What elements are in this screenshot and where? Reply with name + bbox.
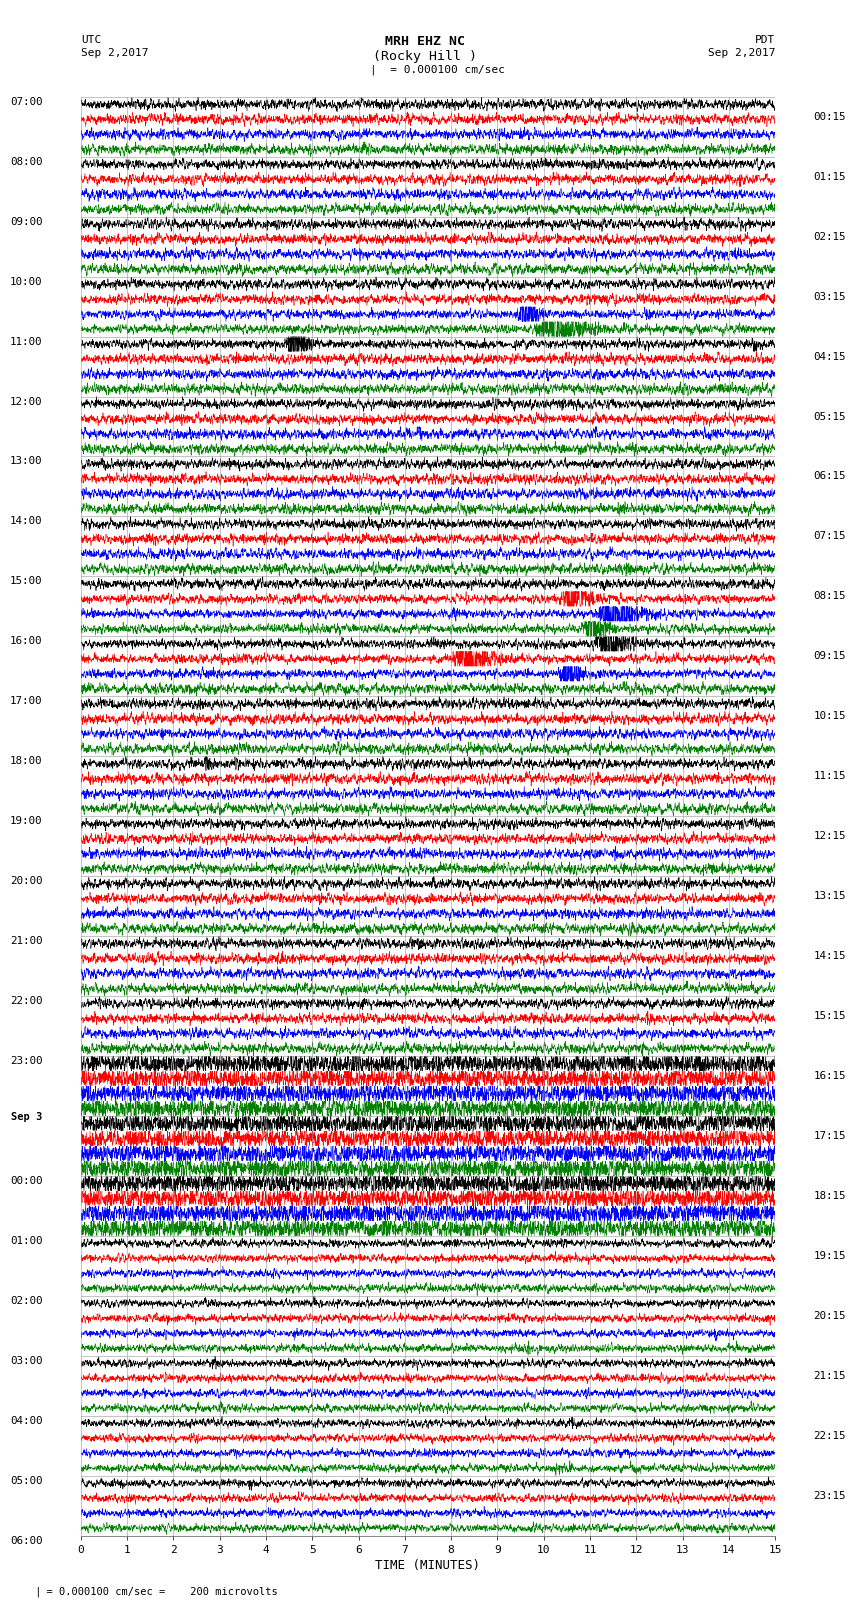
X-axis label: TIME (MINUTES): TIME (MINUTES) xyxy=(376,1558,480,1571)
Text: 11:00: 11:00 xyxy=(10,337,43,347)
Text: 03:00: 03:00 xyxy=(10,1355,43,1366)
Text: 21:00: 21:00 xyxy=(10,936,43,947)
Text: 08:00: 08:00 xyxy=(10,156,43,166)
Text: 06:00: 06:00 xyxy=(10,1536,43,1545)
Text: 17:15: 17:15 xyxy=(813,1131,846,1140)
Text: MRH EHZ NC: MRH EHZ NC xyxy=(385,35,465,48)
Text: 13:15: 13:15 xyxy=(813,890,846,902)
Text: 01:00: 01:00 xyxy=(10,1236,43,1245)
Text: 05:00: 05:00 xyxy=(10,1476,43,1486)
Text: |: | xyxy=(34,1586,41,1597)
Text: 12:00: 12:00 xyxy=(10,397,43,406)
Text: 20:15: 20:15 xyxy=(813,1311,846,1321)
Text: 15:00: 15:00 xyxy=(10,576,43,587)
Text: 17:00: 17:00 xyxy=(10,697,43,706)
Text: 23:15: 23:15 xyxy=(813,1490,846,1500)
Text: 21:15: 21:15 xyxy=(813,1371,846,1381)
Text: 19:00: 19:00 xyxy=(10,816,43,826)
Text: PDT: PDT xyxy=(755,35,775,45)
Text: 13:00: 13:00 xyxy=(10,456,43,466)
Text: 01:15: 01:15 xyxy=(813,171,846,182)
Text: 14:00: 14:00 xyxy=(10,516,43,526)
Text: Sep 2,2017: Sep 2,2017 xyxy=(81,48,148,58)
Text: UTC: UTC xyxy=(81,35,101,45)
Text: 16:15: 16:15 xyxy=(813,1071,846,1081)
Text: 05:15: 05:15 xyxy=(813,411,846,421)
Text: 15:15: 15:15 xyxy=(813,1011,846,1021)
Text: 00:00: 00:00 xyxy=(10,1176,43,1186)
Text: (Rocky Hill ): (Rocky Hill ) xyxy=(373,50,477,63)
Text: 09:15: 09:15 xyxy=(813,652,846,661)
Text: 16:00: 16:00 xyxy=(10,636,43,647)
Text: 08:15: 08:15 xyxy=(813,592,846,602)
Text: 22:00: 22:00 xyxy=(10,997,43,1007)
Text: 00:15: 00:15 xyxy=(813,111,846,121)
Text: 07:15: 07:15 xyxy=(813,531,846,542)
Text: 18:00: 18:00 xyxy=(10,756,43,766)
Text: 04:15: 04:15 xyxy=(813,352,846,361)
Text: 11:15: 11:15 xyxy=(813,771,846,781)
Text: 10:15: 10:15 xyxy=(813,711,846,721)
Text: 06:15: 06:15 xyxy=(813,471,846,481)
Text: 12:15: 12:15 xyxy=(813,831,846,840)
Text: 23:00: 23:00 xyxy=(10,1057,43,1066)
Text: 02:00: 02:00 xyxy=(10,1295,43,1307)
Text: 10:00: 10:00 xyxy=(10,277,43,287)
Text: 07:00: 07:00 xyxy=(10,97,43,106)
Text: |  = 0.000100 cm/sec: | = 0.000100 cm/sec xyxy=(370,65,505,76)
Text: 04:00: 04:00 xyxy=(10,1416,43,1426)
Text: 09:00: 09:00 xyxy=(10,216,43,227)
Text: 19:15: 19:15 xyxy=(813,1250,846,1261)
Text: Sep 3: Sep 3 xyxy=(11,1111,42,1121)
Text: 20:00: 20:00 xyxy=(10,876,43,886)
Text: = 0.000100 cm/sec =    200 microvolts: = 0.000100 cm/sec = 200 microvolts xyxy=(34,1587,278,1597)
Text: 14:15: 14:15 xyxy=(813,952,846,961)
Text: 02:15: 02:15 xyxy=(813,232,846,242)
Text: 18:15: 18:15 xyxy=(813,1190,846,1200)
Text: 03:15: 03:15 xyxy=(813,292,846,302)
Text: Sep 2,2017: Sep 2,2017 xyxy=(708,48,775,58)
Text: 22:15: 22:15 xyxy=(813,1431,846,1440)
